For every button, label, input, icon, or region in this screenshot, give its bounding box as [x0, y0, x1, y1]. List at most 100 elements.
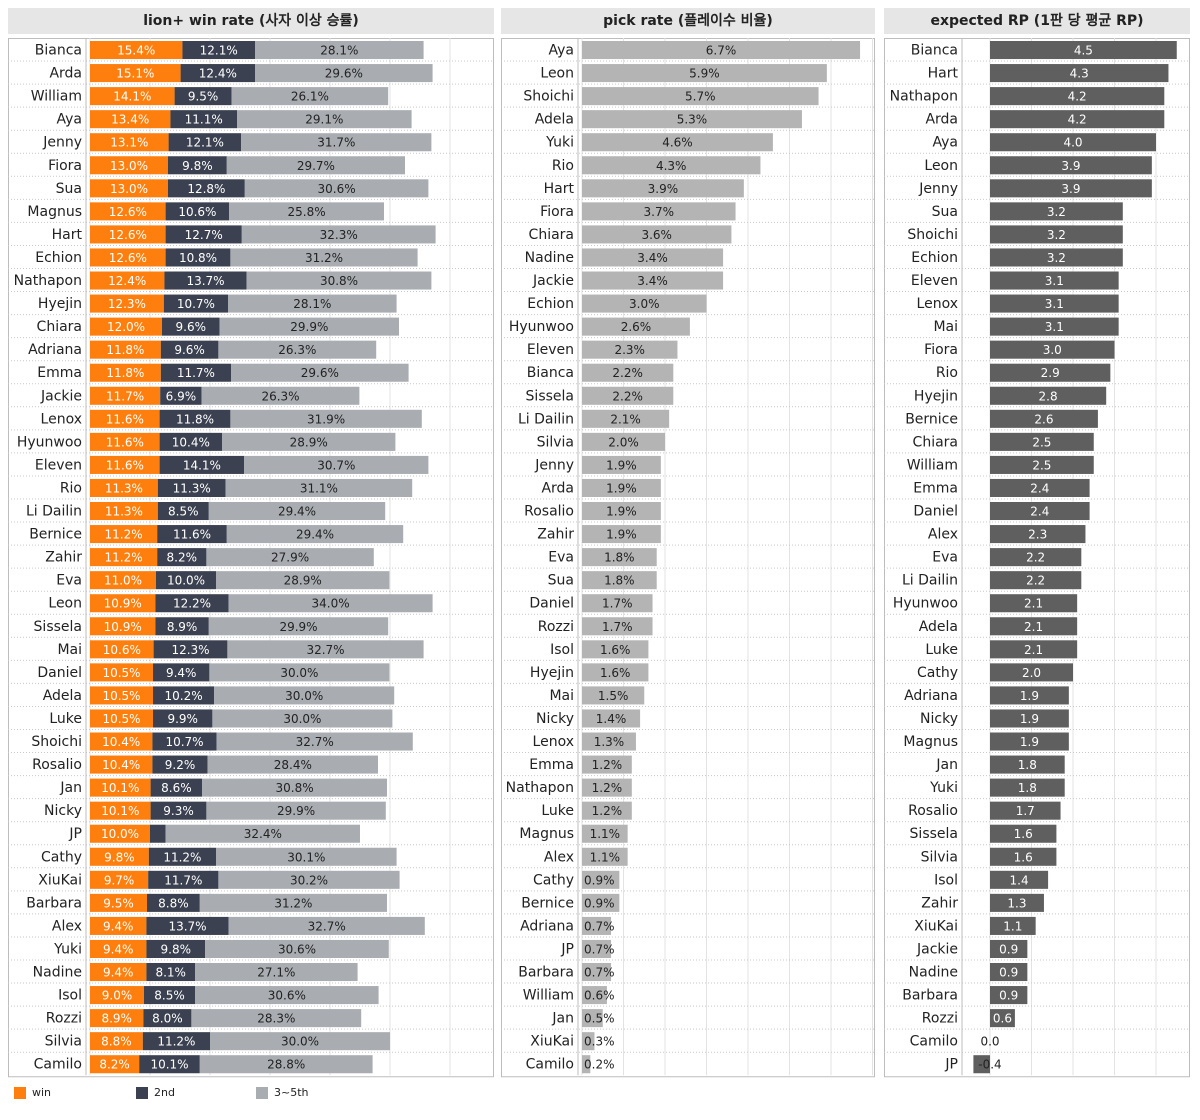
data-label-win-mai: 10.6%	[103, 643, 141, 657]
data-label-3-5th-lenox: 31.9%	[307, 412, 345, 426]
bar-3-5th-adriana	[218, 340, 377, 359]
bar-echion	[990, 248, 1123, 267]
data-label-2nd-eva: 10.0%	[167, 574, 205, 588]
bar-jp	[973, 1055, 990, 1074]
data-label-win-eva: 11.0%	[104, 574, 142, 588]
bar-barbara	[990, 986, 1028, 1005]
bar-2nd-echion	[165, 248, 231, 267]
category-label-nathapon: Nathapon	[506, 780, 574, 796]
bar-3-5th-lenox	[230, 409, 422, 428]
category-label-eva: Eva	[548, 550, 574, 566]
bar-adela	[990, 617, 1078, 636]
data-label-2nd-leon: 12.2%	[173, 597, 211, 611]
data-label-win-jackie: 11.7%	[106, 389, 144, 403]
data-label-win-barbara: 9.5%	[103, 896, 134, 910]
data-label-3-5th-bianca: 28.1%	[320, 44, 358, 58]
data-label-silvia: 1.6	[1014, 850, 1033, 864]
bar-win-nicky	[90, 801, 151, 820]
bar-2nd-eva	[156, 571, 216, 590]
category-label-hyejin: Hyejin	[914, 388, 958, 404]
bar-3-5th-rozzi	[191, 1009, 362, 1028]
category-label-bianca: Bianca	[911, 43, 958, 59]
bar-win-magnus	[90, 202, 166, 221]
data-label-luke: 1.2%	[592, 804, 623, 818]
data-label-shoichi: 5.7%	[685, 90, 716, 104]
data-label-alex: 2.3	[1028, 528, 1047, 542]
data-label-win-jenny: 13.1%	[110, 136, 148, 150]
category-label-eleven: Eleven	[35, 457, 82, 473]
category-label-rio: Rio	[60, 480, 82, 496]
data-label-adriana: 0.7%	[584, 919, 615, 933]
data-label-3-5th-xiukai: 30.2%	[290, 873, 328, 887]
category-label-adriana: Adriana	[904, 688, 958, 704]
bar-lenox	[990, 294, 1119, 313]
bar-win-xiukai	[90, 870, 149, 889]
data-label-2nd-sua: 12.8%	[187, 182, 225, 196]
bar-adriana	[990, 686, 1069, 705]
data-label-jp: 0.7%	[584, 942, 615, 956]
bar-3-5th-alex	[228, 916, 425, 935]
bar-win-jan	[90, 778, 151, 797]
bar-daniel	[990, 502, 1090, 521]
bar-3-5th-adela	[214, 686, 395, 705]
data-label-lenox: 1.3%	[594, 735, 625, 749]
bar-2nd-nathapon	[164, 271, 247, 290]
data-label-2nd-hyunwoo: 10.4%	[172, 435, 210, 449]
expected-rp-chart: Bianca Hart Nathapon Arda Aya Leon Jenny Sua Sho…	[884, 38, 1190, 1078]
category-label-isol: Isol	[58, 988, 82, 1004]
data-label-2nd-magnus: 10.6%	[178, 205, 216, 219]
bar-sissela	[582, 386, 674, 405]
data-label-rosalio: 1.9%	[606, 505, 637, 519]
data-label-3-5th-rozzi: 28.3%	[257, 1012, 295, 1026]
legend-item-win: win	[14, 1086, 51, 1099]
data-label-3-5th-eva: 28.9%	[284, 574, 322, 588]
data-label-win-luke: 10.5%	[102, 712, 140, 726]
data-label-luke: 2.1	[1024, 643, 1043, 657]
data-label-win-nadine: 9.4%	[103, 966, 134, 980]
category-label-eleven: Eleven	[527, 342, 574, 358]
bar-3-5th-emma	[231, 363, 409, 382]
bar-3-5th-chiara	[219, 317, 399, 336]
bar-leon	[582, 64, 827, 83]
data-label-zahir: 1.9%	[606, 528, 637, 542]
bar-3-5th-zahir	[206, 548, 374, 567]
data-label-2nd-barbara: 8.8%	[158, 896, 189, 910]
bar-bianca	[990, 41, 1177, 60]
bar-sua	[990, 202, 1123, 221]
bar-shoichi	[582, 87, 819, 106]
bar-2nd-magnus	[165, 202, 230, 221]
bar-win-lenox	[90, 409, 160, 428]
bar-2nd-chiara	[162, 317, 220, 336]
data-label-win-arda: 15.1%	[116, 67, 154, 81]
bar-3-5th-bernice	[226, 525, 404, 544]
category-label-emma: Emma	[529, 757, 574, 773]
bar-win-sua	[90, 179, 168, 198]
category-label-arda: Arda	[49, 66, 82, 82]
bar-magnus	[990, 732, 1069, 751]
data-label-jan: 1.8	[1018, 758, 1037, 772]
bar-bianca	[582, 363, 674, 382]
category-label-eleven: Eleven	[911, 273, 958, 289]
data-label-2nd-bianca: 12.1%	[200, 44, 238, 58]
data-label-win-adriana: 11.8%	[106, 343, 144, 357]
bar-3-5th-nicky	[206, 801, 386, 820]
data-label-nadine: 3.4%	[637, 251, 668, 265]
data-label-li-dailin: 2.2	[1026, 574, 1045, 588]
bar-win-sissela	[90, 617, 156, 636]
bar-3-5th-rosalio	[207, 755, 378, 774]
data-label-2nd-fiora: 9.8%	[182, 159, 213, 173]
category-label-li-dailin: Li Dailin	[518, 411, 574, 427]
data-label-3-5th-mai: 32.7%	[306, 643, 344, 657]
category-label-jp: JP	[68, 826, 82, 842]
category-label-sua: Sua	[56, 181, 82, 197]
data-label-rio: 2.9	[1041, 366, 1060, 380]
category-label-eva: Eva	[932, 550, 958, 566]
bar-3-5th-hart	[241, 225, 436, 244]
bar-leon	[990, 156, 1152, 175]
data-label-3-5th-nadine: 27.1%	[257, 966, 295, 980]
legend-item-3-5th: 3~5th	[256, 1086, 309, 1099]
bar-2nd-shoichi	[152, 732, 217, 751]
bar-2nd-nicky	[150, 801, 207, 820]
data-label-win-rio: 11.3%	[105, 481, 143, 495]
legend-label-win: win	[32, 1086, 52, 1099]
